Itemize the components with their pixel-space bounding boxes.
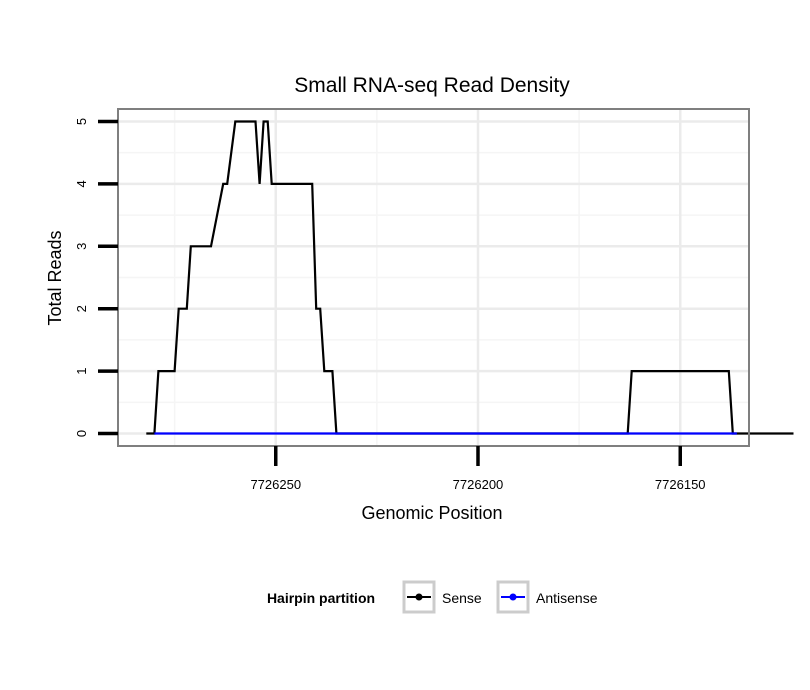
legend-key-point: [509, 593, 517, 601]
x-axis: 7726250 7726200 7726150: [250, 446, 706, 492]
legend: Hairpin partition Sense Antisense: [267, 580, 598, 614]
legend-items: Sense Antisense: [402, 580, 598, 614]
y-tick-label: 4: [74, 180, 89, 187]
x-tick-label: 7726250: [250, 477, 301, 492]
legend-title: Hairpin partition: [267, 590, 375, 606]
legend-label-antisense: Antisense: [536, 590, 598, 606]
plot-border: [117, 108, 750, 447]
y-tick-label: 3: [74, 243, 89, 250]
y-axis-title: Total Reads: [45, 230, 65, 325]
chart-title: Small RNA-seq Read Density: [294, 74, 570, 97]
legend-label-sense: Sense: [442, 590, 482, 606]
y-tick-label: 5: [74, 118, 89, 125]
legend-key-point: [415, 593, 423, 601]
y-axis: 0 1 2 3 4 5: [74, 118, 118, 437]
y-tick-label: 1: [74, 367, 89, 374]
x-axis-title: Genomic Position: [361, 503, 502, 523]
y-tick-label: 2: [74, 305, 89, 312]
x-tick-label: 7726200: [453, 477, 504, 492]
series-lines: [146, 120, 794, 435]
y-tick-label: 0: [74, 430, 89, 437]
x-tick-label: 7726150: [655, 477, 706, 492]
